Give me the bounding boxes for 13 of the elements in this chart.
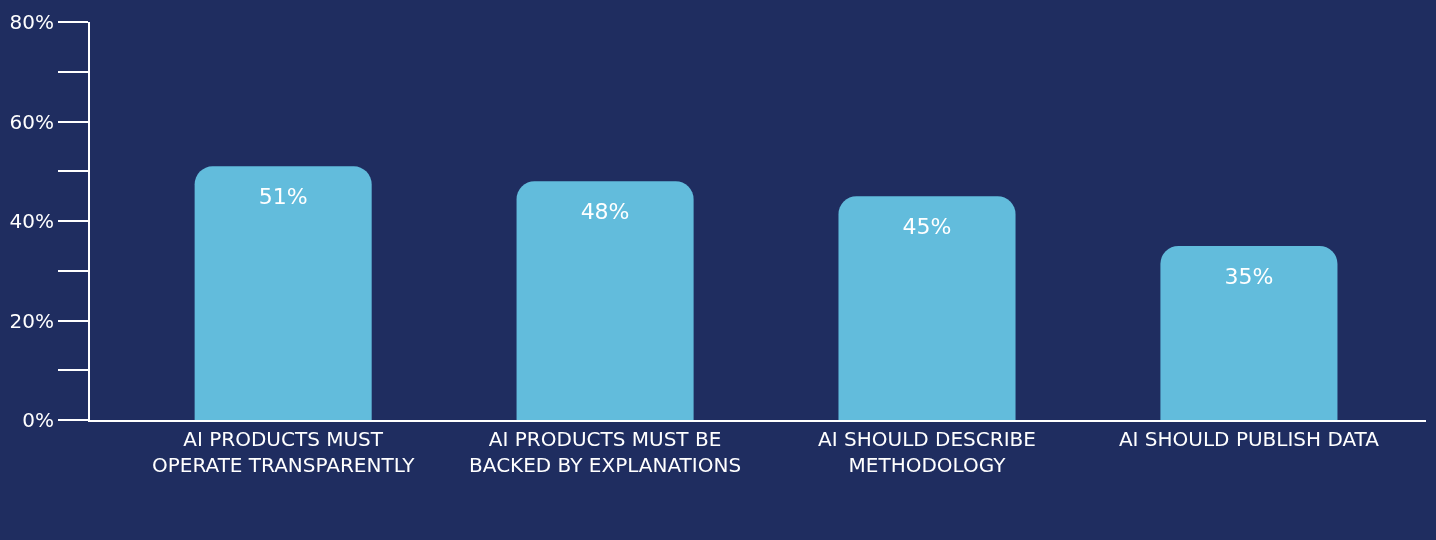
data-label: 48%: [580, 199, 630, 225]
x-tick-label: AI PRODUCTS MUST BE BACKED BY EXPLANATIONS: [469, 427, 742, 477]
data-label: 35%: [1224, 263, 1274, 289]
data-label: 51%: [258, 184, 308, 210]
y-tick-label: 40%: [9, 209, 54, 233]
y-tick-label: 80%: [9, 10, 54, 34]
y-tick-label: 20%: [9, 308, 54, 333]
x-tick-label: AI SHOULD DESCRIBE METHODOLOGY: [818, 427, 1036, 477]
y-tick-label: 60%: [9, 109, 54, 134]
y-tick-label: 0%: [22, 408, 54, 432]
data-label: 45%: [902, 214, 952, 240]
x-tick-label: AI SHOULD PUBLISH DATA: [1118, 427, 1380, 451]
x-tick-label: AI PRODUCTS MUST OPERATE TRANSPARENTLY: [151, 427, 416, 477]
